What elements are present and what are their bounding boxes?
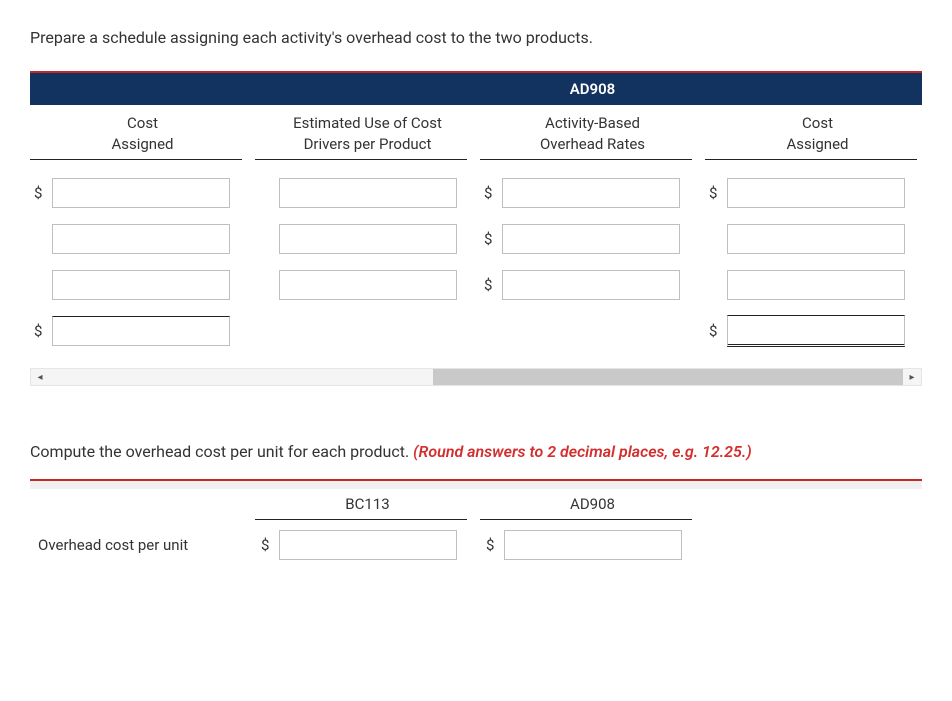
dollar-sign: $ (484, 184, 502, 202)
scroll-left-icon[interactable]: ◂ (31, 372, 49, 383)
data-rows: $ $ $ $ (30, 160, 922, 354)
horizontal-scrollbar[interactable]: ◂ ▸ (30, 368, 922, 386)
instruction-per-unit: Compute the overhead cost per unit for e… (30, 442, 922, 461)
row-label-overhead-per-unit: Overhead cost per unit (30, 536, 255, 554)
header-cost-assigned-left: Cost Assigned (30, 113, 255, 155)
dollar-sign: $ (34, 184, 52, 202)
drivers-input[interactable] (279, 270, 457, 300)
dollar-sign: $ (486, 536, 504, 554)
cost-assigned-left-input[interactable] (52, 270, 230, 300)
dollar-sign: $ (261, 536, 279, 554)
header-rates: Activity-Based Overhead Rates (480, 113, 705, 155)
bc113-per-unit-input[interactable] (279, 530, 457, 560)
section-per-unit: Compute the overhead cost per unit for e… (30, 442, 922, 570)
table-row: $ $ $ (30, 170, 922, 216)
product-header-bar: AD908 (30, 73, 922, 105)
rate-input[interactable] (502, 270, 680, 300)
table-top-band (30, 481, 922, 489)
rate-input[interactable] (502, 178, 680, 208)
column-headers: Cost Assigned Estimated Use of Cost Driv… (30, 105, 922, 159)
cost-assigned-right-input[interactable] (727, 224, 905, 254)
table-row: $ (30, 216, 922, 262)
total-cost-left-input[interactable] (52, 316, 230, 346)
instruction-text: Prepare a schedule assigning each activi… (30, 28, 922, 47)
dollar-sign: $ (484, 276, 502, 294)
total-row: $ $ (30, 308, 922, 354)
table-row: $ (30, 262, 922, 308)
cost-assigned-right-input[interactable] (727, 270, 905, 300)
cost-assigned-left-input[interactable] (52, 178, 230, 208)
drivers-input[interactable] (279, 178, 457, 208)
header-drivers: Estimated Use of Cost Drivers per Produc… (255, 113, 480, 155)
rounding-note: (Round answers to 2 decimal places, e.g.… (413, 442, 752, 461)
per-unit-headers: BC113 AD908 (30, 489, 922, 519)
schedule-table: AD908 Cost Assigned Estimated Use of Cos… (30, 71, 922, 386)
ad908-per-unit-input[interactable] (504, 530, 682, 560)
header-bc113: BC113 (255, 495, 480, 513)
cost-assigned-left-input[interactable] (52, 224, 230, 254)
dollar-sign: $ (709, 322, 727, 340)
scroll-right-icon[interactable]: ▸ (903, 372, 921, 383)
dollar-sign: $ (34, 322, 52, 340)
cost-assigned-right-input[interactable] (727, 178, 905, 208)
rate-input[interactable] (502, 224, 680, 254)
dollar-sign: $ (484, 230, 502, 248)
scroll-track[interactable] (49, 369, 903, 385)
total-cost-right-input[interactable] (727, 315, 905, 347)
per-unit-row: Overhead cost per unit $ $ (30, 520, 922, 570)
dollar-sign: $ (709, 184, 727, 202)
drivers-input[interactable] (279, 224, 457, 254)
header-cost-assigned-right: Cost Assigned (705, 113, 930, 155)
header-ad908: AD908 (480, 495, 705, 513)
scroll-thumb[interactable] (433, 369, 903, 385)
product-label: AD908 (480, 80, 705, 98)
per-unit-table: BC113 AD908 Overhead cost per unit $ $ (30, 479, 922, 570)
